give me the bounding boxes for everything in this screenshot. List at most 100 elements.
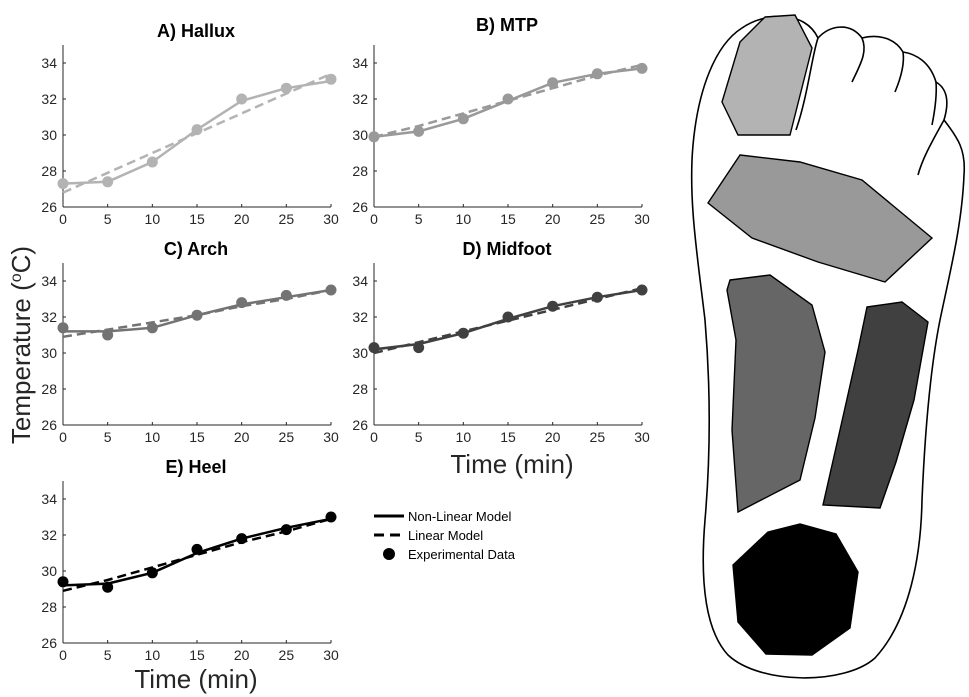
x-tick-label: 0 [370, 429, 378, 445]
panel-title: D) Midfoot [463, 239, 552, 259]
nonlinear-model-line [373, 288, 643, 351]
y-tick-label: 26 [352, 199, 368, 215]
x-tick-label: 25 [590, 429, 606, 445]
foot-diagram [690, 14, 966, 679]
x-tick-label: 5 [104, 211, 112, 227]
panel-2: 26 28 30 32 34 0 5 10 15 20 25 30 C) Arch [41, 239, 339, 445]
y-tick-label: 32 [41, 91, 57, 107]
y-tick-label: 30 [352, 127, 368, 143]
x-tick-label: 15 [189, 211, 205, 227]
x-tick-label: 10 [145, 211, 161, 227]
x-tick-label: 15 [189, 429, 205, 445]
y-axis-label-prefix: Temperature ( [6, 282, 36, 444]
y-tick-label: 26 [352, 417, 368, 433]
x-tick-label: 0 [59, 429, 67, 445]
panel-title: A) Hallux [157, 21, 235, 41]
panel-title: C) Arch [164, 239, 228, 259]
x-tick-label: 5 [415, 211, 423, 227]
y-tick-label: 28 [41, 381, 57, 397]
y-tick-label: 26 [41, 417, 57, 433]
x-tick-label: 20 [545, 429, 561, 445]
y-tick-label: 32 [41, 309, 57, 325]
y-tick-label: 30 [41, 127, 57, 143]
legend-label-linear: Linear Model [408, 528, 483, 543]
y-tick-label: 34 [41, 491, 57, 507]
foot-outline [690, 15, 966, 679]
y-tick-label: 32 [41, 527, 57, 543]
y-tick-label: 34 [352, 55, 368, 71]
y-tick-label: 28 [41, 599, 57, 615]
y-tick-label: 30 [41, 345, 57, 361]
region-midfoot [822, 301, 929, 509]
x-tick-label: 5 [104, 429, 112, 445]
x-tick-label: 20 [234, 647, 250, 663]
x-tick-label: 10 [145, 429, 161, 445]
x-tick-label: 30 [323, 429, 339, 445]
y-tick-label: 28 [41, 163, 57, 179]
panel-1: 26 28 30 32 34 0 5 10 15 20 25 30 B) MTP [352, 15, 650, 227]
nonlinear-model-line [63, 288, 332, 333]
plots-group: 26 28 30 32 34 0 5 10 15 20 25 30 A) Hallux 26 28 30 32 3… [41, 15, 650, 663]
x-tick-label: 5 [104, 647, 112, 663]
x-tick-label: 10 [456, 429, 472, 445]
x-tick-label: 5 [415, 429, 423, 445]
y-tick-label: 34 [41, 55, 57, 71]
nonlinear-model-line [373, 67, 643, 139]
y-tick-label: 30 [41, 563, 57, 579]
region-heel [732, 523, 859, 656]
y-tick-label: 34 [352, 273, 368, 289]
legend-marker-swatch [383, 548, 395, 560]
legend-label-nonlinear: Non-Linear Model [408, 509, 511, 524]
linear-model-line [62, 72, 332, 194]
x-tick-label: 15 [500, 211, 516, 227]
legend: Non-Linear Model Linear Model Experiment… [374, 509, 516, 562]
linear-model-line [373, 286, 643, 355]
data-point [368, 342, 380, 354]
nonlinear-model-line [62, 517, 332, 587]
x-tick-label: 30 [634, 211, 650, 227]
x-tick-label: 25 [279, 647, 295, 663]
x-tick-label: 30 [323, 647, 339, 663]
y-tick-label: 32 [352, 309, 368, 325]
region-arch [726, 274, 826, 514]
toe-line-2 [851, 37, 865, 83]
region-hallux [721, 14, 813, 136]
x-tick-label: 10 [145, 647, 161, 663]
x-tick-label: 0 [370, 211, 378, 227]
toe-line-4 [931, 81, 938, 126]
y-tick-label: 26 [41, 635, 57, 651]
x-tick-label: 20 [234, 211, 250, 227]
y-tick-label: 28 [352, 163, 368, 179]
x-tick-label: 15 [500, 429, 516, 445]
x-tick-label: 30 [634, 429, 650, 445]
y-tick-label: 26 [41, 199, 57, 215]
legend-label-experimental: Experimental Data [408, 547, 516, 562]
panel-title: E) Heel [165, 457, 226, 477]
panel-4: 26 28 30 32 34 0 5 10 15 20 25 30 E) Heel [41, 457, 339, 663]
x-tick-label: 25 [279, 429, 295, 445]
x-tick-label: 25 [590, 211, 606, 227]
x-tick-label: 25 [279, 211, 295, 227]
y-tick-label: 34 [41, 273, 57, 289]
toe-line-5 [917, 119, 945, 176]
data-point [325, 73, 337, 85]
x-tick-label: 20 [545, 211, 561, 227]
y-tick-label: 28 [352, 381, 368, 397]
toe-line-3 [894, 51, 905, 93]
y-axis-label: Temperature (oC) [6, 246, 36, 444]
linear-model-line [62, 517, 332, 593]
x-tick-label: 20 [234, 429, 250, 445]
y-axis-label-suffix: C) [6, 246, 36, 273]
y-tick-label: 32 [352, 91, 368, 107]
nonlinear-model-line [62, 79, 332, 185]
x-tick-label: 15 [189, 647, 205, 663]
panel-3: 26 28 30 32 34 0 5 10 15 20 25 30 D) Midfoot [352, 239, 650, 445]
panel-title: B) MTP [476, 15, 538, 35]
y-axis-label-sup: o [8, 273, 25, 282]
x-axis-label-bottom: Time (min) [134, 664, 257, 694]
linear-model-line [62, 288, 332, 339]
x-tick-label: 0 [59, 647, 67, 663]
x-tick-label: 0 [59, 211, 67, 227]
